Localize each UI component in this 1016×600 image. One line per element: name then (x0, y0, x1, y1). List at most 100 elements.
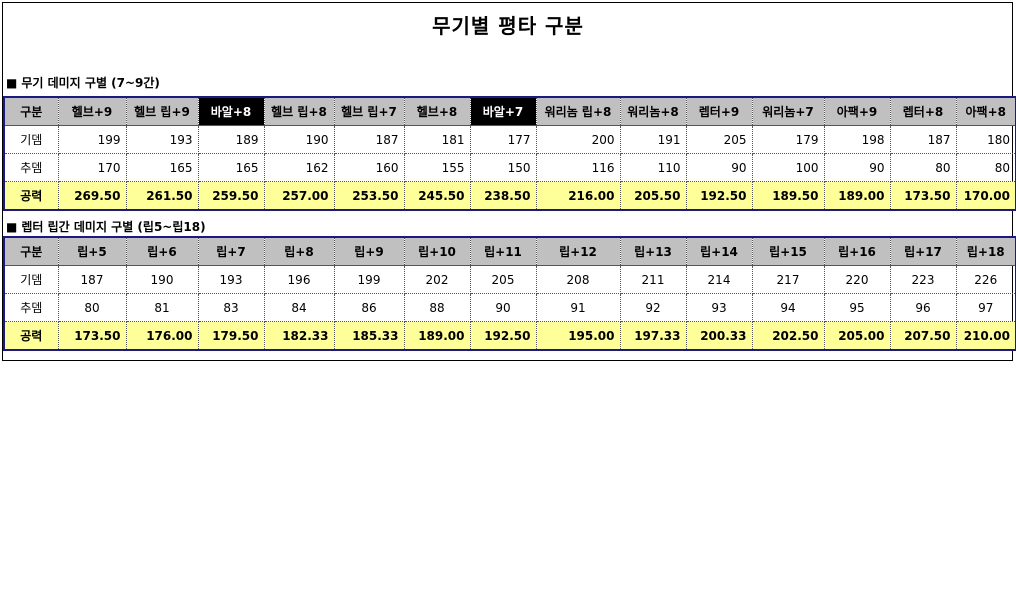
table-row: 추뎀 170 165 165 162 160 155 150 116 110 90 100 90 80 80 (4, 153, 1016, 182)
table-cell: 200.33 (686, 321, 753, 350)
bullet-square-icon: ■ (6, 76, 18, 90)
row-label: 기뎀 (4, 125, 59, 154)
column-header: 립+14 (686, 237, 753, 266)
table-cell: 245.50 (404, 181, 471, 210)
table-cell: 199 (334, 265, 405, 294)
table-cell: 205 (686, 125, 753, 154)
row-label: 공력 (4, 181, 59, 210)
table-cell: 259.50 (198, 181, 265, 210)
table-cell: 177 (470, 125, 537, 154)
row-label: 공력 (4, 321, 59, 350)
column-header: 립+12 (536, 237, 621, 266)
table-cell: 173.50 (890, 181, 957, 210)
table-cell: 179.50 (198, 321, 265, 350)
column-header: 워리놈+8 (620, 97, 687, 126)
table-cell: 189.00 (404, 321, 471, 350)
table-cell: 216.00 (536, 181, 621, 210)
table-cell: 220 (824, 265, 891, 294)
table-cell: 187 (890, 125, 957, 154)
table-cell: 200 (536, 125, 621, 154)
table-cell: 257.00 (264, 181, 335, 210)
table-row: 기뎀 187 190 193 196 199 202 205 208 211 214 217 220 22… (4, 265, 1016, 294)
table-cell: 181 (404, 125, 471, 154)
column-header: 아팩+8 (956, 97, 1016, 126)
column-header: 립+15 (752, 237, 825, 266)
table-cell: 90 (470, 293, 537, 322)
table-cell: 195.00 (536, 321, 621, 350)
table-cell: 170.00 (956, 181, 1016, 210)
table-cell: 192.50 (470, 321, 537, 350)
table-cell: 210.00 (956, 321, 1016, 350)
table-cell: 205.50 (620, 181, 687, 210)
table-cell: 80 (58, 293, 127, 322)
table-cell: 197.33 (620, 321, 687, 350)
column-header: 헬브 립+9 (126, 97, 199, 126)
table-cell: 261.50 (126, 181, 199, 210)
table-cell: 226 (956, 265, 1016, 294)
row-label: 추뎀 (4, 293, 59, 322)
table-cell: 160 (334, 153, 405, 182)
table-cell: 88 (404, 293, 471, 322)
table-cell: 208 (536, 265, 621, 294)
column-header: 립+7 (198, 237, 265, 266)
table-cell: 93 (686, 293, 753, 322)
table-cell: 202.50 (752, 321, 825, 350)
table-cell: 199 (58, 125, 127, 154)
column-header: 립+10 (404, 237, 471, 266)
column-header: 립+16 (824, 237, 891, 266)
column-header: 립+11 (470, 237, 537, 266)
table-cell: 211 (620, 265, 687, 294)
column-header: 헬브+8 (404, 97, 471, 126)
table-cell: 193 (126, 125, 199, 154)
table-row: 공력 173.50 176.00 179.50 182.33 185.33 189.00 19… (4, 321, 1016, 350)
table-row: 추뎀 80 81 83 84 86 88 90 91 92 93 94 95 96 97 (4, 293, 1016, 322)
table-cell: 165 (198, 153, 265, 182)
bullet-square-icon: ■ (6, 220, 18, 234)
table-cell: 192.50 (686, 181, 753, 210)
table-cell: 253.50 (334, 181, 405, 210)
table-cell: 205 (470, 265, 537, 294)
table-cell: 91 (536, 293, 621, 322)
table-cell: 90 (686, 153, 753, 182)
column-header: 아팩+9 (824, 97, 891, 126)
table-cell: 180 (956, 125, 1016, 154)
weapon-damage-table: 구분 헬브+9 헬브 립+9 바알+8 헬브 립+8 헬브 립+7 헬브+8 바… (3, 96, 1016, 211)
table-body: 기뎀 187 190 193 196 199 202 205 208 211 214 217 220 22… (4, 265, 1016, 350)
table-cell: 90 (824, 153, 891, 182)
table-header-row: 구분 립+5 립+6 립+7 립+8 립+9 립+10 립+11 립+12 립+… (4, 237, 1016, 266)
table-cell: 155 (404, 153, 471, 182)
table-cell: 182.33 (264, 321, 335, 350)
table-cell: 165 (126, 153, 199, 182)
table-cell: 223 (890, 265, 957, 294)
column-header: 렙터+9 (686, 97, 753, 126)
table-cell: 189.50 (752, 181, 825, 210)
header-cell-category: 구분 (4, 237, 59, 266)
table-cell: 179 (752, 125, 825, 154)
table-body: 기뎀 199 193 189 190 187 181 177 200 191 205 179 198 18… (4, 125, 1016, 210)
row-label: 기뎀 (4, 265, 59, 294)
table-cell: 202 (404, 265, 471, 294)
table-cell: 207.50 (890, 321, 957, 350)
table-cell: 198 (824, 125, 891, 154)
table-cell: 170 (58, 153, 127, 182)
table-cell: 193 (198, 265, 265, 294)
column-header: 립+9 (334, 237, 405, 266)
table-cell: 110 (620, 153, 687, 182)
column-header: 립+5 (58, 237, 127, 266)
column-header: 립+8 (264, 237, 335, 266)
column-header: 헬브+9 (58, 97, 127, 126)
column-header: 워리놈+7 (752, 97, 825, 126)
column-header: 렙터+8 (890, 97, 957, 126)
section-title-weapon-damage: ■ 무기 데미지 구별 (7~9간) (6, 74, 160, 91)
table-cell: 86 (334, 293, 405, 322)
table-row: 공력 269.50 261.50 259.50 257.00 253.50 245.50 23… (4, 181, 1016, 210)
header-cell-category: 구분 (4, 97, 59, 126)
section-title-text: 무기 데미지 구별 (7~9간) (21, 76, 160, 90)
table-cell: 205.00 (824, 321, 891, 350)
table-cell: 95 (824, 293, 891, 322)
table-cell: 100 (752, 153, 825, 182)
column-header: 립+13 (620, 237, 687, 266)
table-cell: 238.50 (470, 181, 537, 210)
section-title-raptor-damage: ■ 렙터 립간 데미지 구별 (립5~립18) (6, 218, 206, 235)
table-cell: 191 (620, 125, 687, 154)
